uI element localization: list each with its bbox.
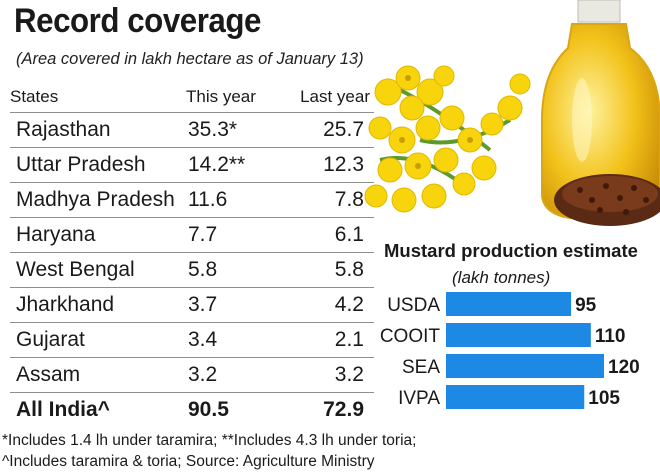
footnotes: *Includes 1.4 lh under taramira; **Inclu… bbox=[2, 430, 416, 472]
table-header-row: States This year Last year bbox=[10, 82, 374, 113]
table-total-row: All India^ 90.5 72.9 bbox=[10, 393, 374, 428]
this-year-value: 3.7 bbox=[182, 287, 284, 323]
bar-value-label: 120 bbox=[608, 357, 640, 378]
footnote-line-1: *Includes 1.4 lh under taramira; **Inclu… bbox=[2, 432, 417, 449]
bar-category-label: SEA bbox=[402, 357, 440, 378]
bar bbox=[446, 292, 572, 316]
state-name: Jharkhand bbox=[10, 287, 182, 323]
table-row: Assam 3.2 3.2 bbox=[10, 357, 374, 393]
this-year-value: 5.8 bbox=[182, 252, 284, 288]
last-year-value: 12.3 bbox=[284, 147, 374, 183]
bar-value-label: 105 bbox=[588, 388, 620, 409]
state-name: Madhya Pradesh bbox=[10, 182, 182, 218]
bar-category-label: IVPA bbox=[398, 388, 440, 409]
last-year-value: 5.8 bbox=[284, 252, 374, 288]
table-row: Uttar Pradesh 14.2** 12.3 bbox=[10, 147, 374, 183]
last-year-value: 7.8 bbox=[284, 182, 374, 218]
table-row: Jharkhand 3.7 4.2 bbox=[10, 287, 374, 323]
last-year-value: 2.1 bbox=[284, 322, 374, 358]
chart-subtitle: (lakh tonnes) bbox=[452, 268, 551, 287]
state-name: Assam bbox=[10, 357, 182, 393]
state-name: Uttar Pradesh bbox=[10, 147, 182, 183]
this-year-value: 11.6 bbox=[182, 182, 284, 218]
chart-title: Mustard production estimate bbox=[384, 240, 638, 261]
mustard-flowers-icon bbox=[364, 65, 531, 213]
bar-value-label: 110 bbox=[595, 326, 626, 347]
this-year-value: 3.2 bbox=[182, 357, 284, 393]
last-year-value: 25.7 bbox=[284, 112, 374, 148]
state-name: Haryana bbox=[10, 217, 182, 253]
this-year-value: 7.7 bbox=[182, 217, 284, 253]
this-year-value: 3.4 bbox=[182, 322, 284, 358]
table-row: Rajasthan 35.3* 25.7 bbox=[10, 112, 374, 148]
last-year-value: 4.2 bbox=[284, 287, 374, 323]
total-this-year: 90.5 bbox=[188, 398, 229, 421]
table-row: Madhya Pradesh 11.6 7.8 bbox=[10, 182, 374, 218]
table-row: Haryana 7.7 6.1 bbox=[10, 217, 374, 253]
production-bar-chart: USDA 95 COOIT 110 SEA 120 IVPA 105 bbox=[380, 292, 640, 409]
footnote-line-2: ^Includes taramira & toria; Source: Agri… bbox=[2, 453, 375, 470]
bar bbox=[446, 385, 585, 409]
state-name: Gujarat bbox=[10, 322, 182, 358]
last-year-value: 6.1 bbox=[284, 217, 374, 253]
bar-category-label: USDA bbox=[387, 295, 440, 316]
this-year-value: 14.2** bbox=[182, 147, 284, 183]
table-row: Gujarat 3.4 2.1 bbox=[10, 322, 374, 358]
table-row: West Bengal 5.8 5.8 bbox=[10, 252, 374, 288]
coverage-table: States This year Last year Rajasthan 35.… bbox=[10, 82, 374, 427]
bar bbox=[446, 354, 604, 378]
this-year-value: 35.3* bbox=[182, 112, 284, 148]
header-states: States bbox=[10, 82, 182, 113]
state-name: Rajasthan bbox=[10, 112, 182, 148]
header-this-year: This year bbox=[182, 82, 284, 113]
last-year-value: 3.2 bbox=[284, 357, 374, 393]
bar-value-label: 95 bbox=[575, 295, 597, 316]
page-title: Record coverage bbox=[14, 2, 261, 40]
bar-category-label: COOIT bbox=[380, 326, 441, 347]
oil-bottle-icon bbox=[541, 0, 660, 219]
page-subtitle: (Area covered in lakh hectare as of Janu… bbox=[16, 50, 364, 68]
header-last-year: Last year bbox=[284, 82, 374, 113]
total-last-year: 72.9 bbox=[323, 398, 364, 421]
total-label: All India^ bbox=[16, 398, 110, 421]
mustard-seeds-icon bbox=[554, 174, 660, 226]
state-name: West Bengal bbox=[10, 252, 182, 288]
mustard-photo bbox=[364, 0, 660, 226]
bar bbox=[446, 323, 591, 347]
